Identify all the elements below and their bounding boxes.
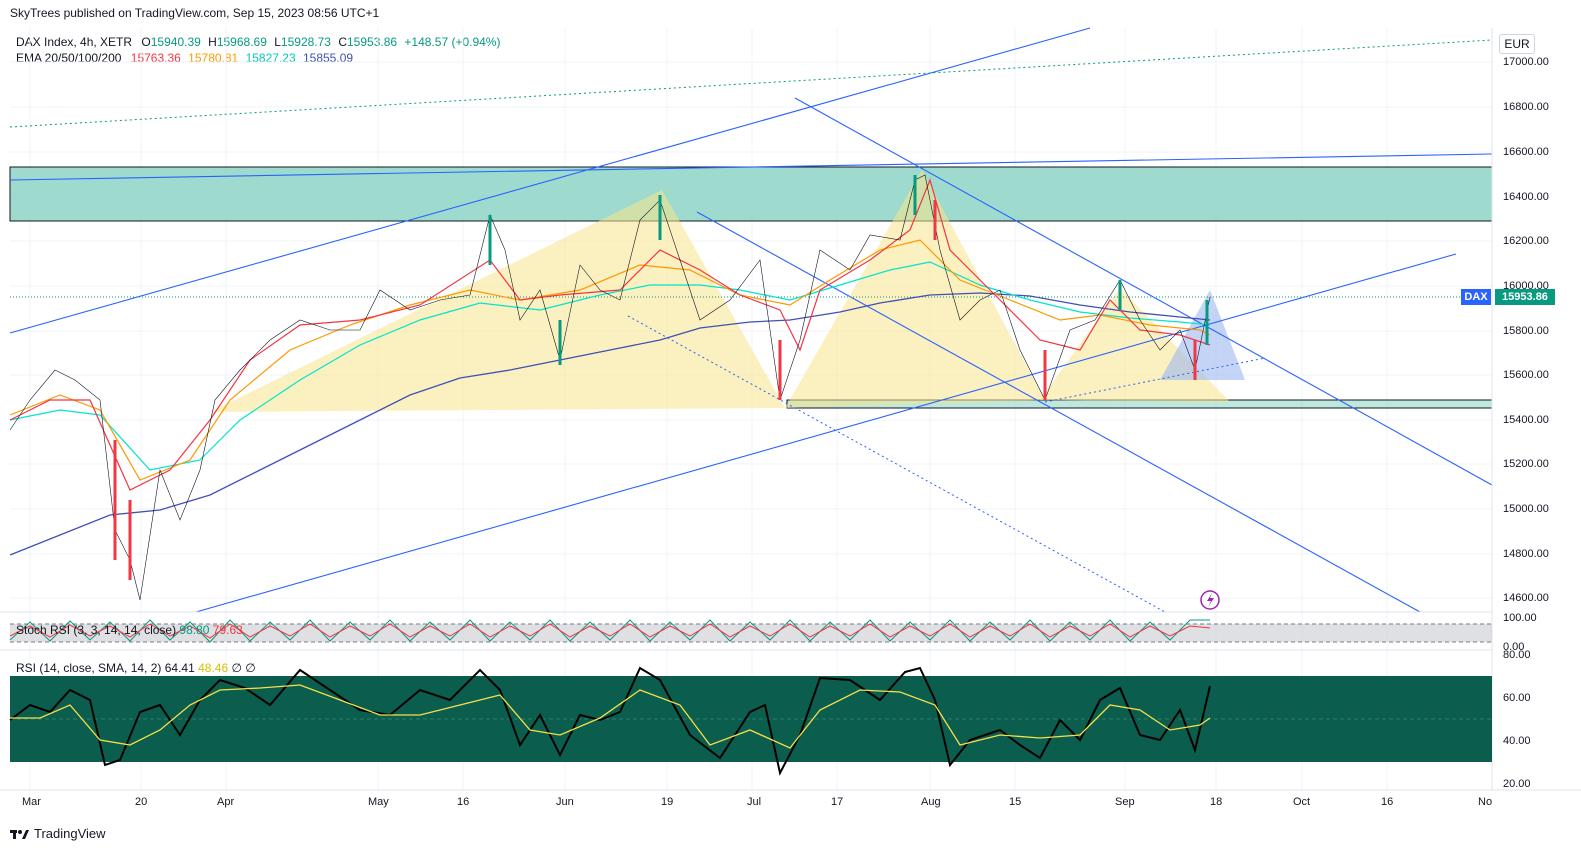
date-tick: Oct (1293, 796, 1311, 808)
rsi-value: 64.41 (164, 661, 195, 675)
rsi-legend[interactable]: RSI (14, close, SMA, 14, 2) 64.41 48.46 … (16, 661, 256, 675)
date-tick: 19 (661, 796, 674, 808)
price-tick: 16200.00 (1503, 235, 1549, 247)
price-tick: 14600.00 (1503, 592, 1549, 604)
tradingview-footer[interactable]: TradingView (10, 826, 106, 841)
date-tick: May (368, 796, 389, 808)
resistance-zone (9, 166, 1493, 222)
date-tick: Jul (747, 796, 762, 808)
date-tick: Apr (217, 796, 235, 808)
rsi-axis-tick: 80.00 (1503, 649, 1531, 661)
close-value: 15953.86 (347, 35, 398, 49)
date-tick: No (1478, 796, 1493, 808)
currency-button[interactable]: EUR (1499, 34, 1535, 54)
date-tick: Sep (1115, 796, 1135, 808)
stoch-d-value: 79.63 (212, 623, 243, 637)
price-tick: 16600.00 (1503, 146, 1549, 158)
date-tick: 16 (457, 796, 470, 808)
price-tick: 17000.00 (1503, 56, 1549, 68)
open-label: O (141, 35, 151, 49)
low-value: 15928.73 (280, 35, 331, 49)
date-tick: 17 (831, 796, 844, 808)
price-tick: 14800.00 (1503, 548, 1549, 560)
ohlc-legend: DAX Index, 4h, XETR O15940.39 H15968.69 … (16, 35, 504, 49)
stoch-label: Stoch RSI (3, 3, 14, 14, close) (16, 623, 177, 637)
publisher-header: SkyTrees published on TradingView.com, S… (10, 6, 380, 20)
price-tick: 15600.00 (1503, 369, 1549, 381)
rsi-axis-tick: 40.00 (1503, 735, 1531, 747)
date-tick: 18 (1210, 796, 1223, 808)
symbol-tag: DAX (1461, 289, 1491, 305)
projection-triangle (1160, 290, 1245, 380)
stoch-axis-tick: 0.00 (1503, 641, 1525, 653)
rsi-label: RSI (14, close, SMA, 14, 2) (16, 661, 162, 675)
stoch-rsi-legend[interactable]: Stoch RSI (3, 3, 14, 14, close) 98.80 79… (16, 623, 243, 637)
stoch-k-value: 98.80 (179, 623, 210, 637)
rsi-extra1: ∅ (231, 661, 242, 675)
symbol-name[interactable]: DAX Index, 4h, XETR (16, 35, 133, 49)
tradingview-logo-icon (10, 829, 29, 839)
last-price-tag: 15953.86 (1495, 289, 1555, 305)
rsi-extra2: ∅ (245, 661, 256, 675)
candles (113, 175, 1209, 580)
date-tick: 20 (135, 796, 148, 808)
date-tick: Mar (22, 796, 41, 808)
low-label: L (274, 35, 281, 49)
event-lightning-icon[interactable] (1200, 590, 1220, 610)
stoch-axis-tick: 100.00 (1503, 612, 1537, 624)
change-value: +148.57 (+0.94%) (404, 35, 501, 49)
open-value: 15940.39 (150, 35, 201, 49)
stoch-band (10, 624, 1492, 642)
date-tick: 15 (1009, 796, 1022, 808)
price-tick: 16800.00 (1503, 101, 1549, 113)
brand-name: TradingView (34, 826, 106, 841)
high-label: H (208, 35, 217, 49)
date-tick: Jun (556, 796, 574, 808)
date-tick: Aug (921, 796, 941, 808)
price-tick: 15400.00 (1503, 414, 1549, 426)
high-value: 15968.69 (216, 35, 267, 49)
price-tick: 15800.00 (1503, 325, 1549, 337)
price-tick: 16400.00 (1503, 191, 1549, 203)
close-label: C (338, 35, 347, 49)
rsi-axis-tick: 20.00 (1503, 778, 1531, 790)
rsi-axis-tick: 60.00 (1503, 692, 1531, 704)
rsi-sma-value: 48.46 (198, 661, 229, 675)
date-tick: 16 (1381, 796, 1394, 808)
price-tick: 15000.00 (1503, 503, 1549, 515)
price-tick: 15200.00 (1503, 458, 1549, 470)
